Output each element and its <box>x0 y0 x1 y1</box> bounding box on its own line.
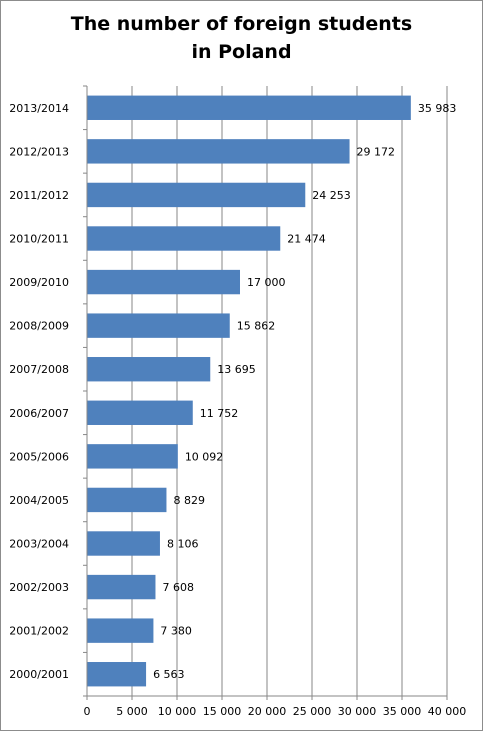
value-label: 11 752 <box>200 407 239 420</box>
bars <box>87 95 411 687</box>
x-tick-label: 25 000 <box>293 705 332 718</box>
value-label: 6 563 <box>153 668 185 681</box>
category-label: 2007/2008 <box>9 363 69 376</box>
axes <box>83 85 448 700</box>
x-tick-label: 40 000 <box>428 705 467 718</box>
bar <box>87 662 147 687</box>
gridlines <box>131 86 448 696</box>
category-label: 2003/2004 <box>9 538 69 551</box>
bar <box>87 531 160 556</box>
category-label: 2011/2012 <box>9 189 69 202</box>
category-label: 2013/2014 <box>9 102 69 115</box>
x-tick-label: 20 000 <box>248 705 287 718</box>
value-label: 15 862 <box>237 320 276 333</box>
value-label: 21 474 <box>287 233 326 246</box>
x-tick-label: 15 000 <box>203 705 242 718</box>
chart-title: The number of foreign students in Poland <box>70 13 413 63</box>
category-label: 2005/2006 <box>9 450 69 463</box>
x-tick-label: 30 000 <box>338 705 377 718</box>
bar <box>87 269 240 295</box>
value-label: 8 106 <box>167 538 199 551</box>
bar <box>87 400 193 425</box>
value-label: 35 983 <box>418 102 457 115</box>
value-label: 7 380 <box>160 625 192 638</box>
value-label: 24 253 <box>312 189 351 202</box>
x-tick-label: 35 000 <box>383 705 422 718</box>
value-label: 8 829 <box>173 494 205 507</box>
bar <box>87 313 230 338</box>
bar <box>87 139 350 164</box>
category-label: 2001/2002 <box>9 625 69 638</box>
category-label: 2004/2005 <box>9 494 69 507</box>
bar <box>87 357 211 382</box>
bar <box>87 444 178 469</box>
bar <box>87 574 156 600</box>
value-label: 7 608 <box>162 581 194 594</box>
category-label: 2012/2013 <box>9 145 69 158</box>
x-tick-label: 0 <box>84 705 91 718</box>
value-label: 13 695 <box>217 363 256 376</box>
category-label: 2002/2003 <box>9 581 69 594</box>
value-label: 10 092 <box>185 450 224 463</box>
bar <box>87 487 167 513</box>
bar <box>87 182 306 208</box>
value-label: 29 172 <box>357 145 396 158</box>
category-label: 2009/2010 <box>9 276 69 289</box>
category-label: 2008/2009 <box>9 320 69 333</box>
labels: 2013/2014 35 983 2012/2013 29 172 2011/2012 2… <box>9 102 466 718</box>
bar <box>87 226 281 251</box>
bar <box>87 95 411 120</box>
value-label: 17 000 <box>247 276 286 289</box>
bar <box>87 618 154 643</box>
category-label: 2010/2011 <box>9 233 69 246</box>
category-label: 2000/2001 <box>9 668 69 681</box>
category-label: 2006/2007 <box>9 407 69 420</box>
x-tick-label: 5 000 <box>116 705 148 718</box>
x-tick-label: 10 000 <box>158 705 197 718</box>
